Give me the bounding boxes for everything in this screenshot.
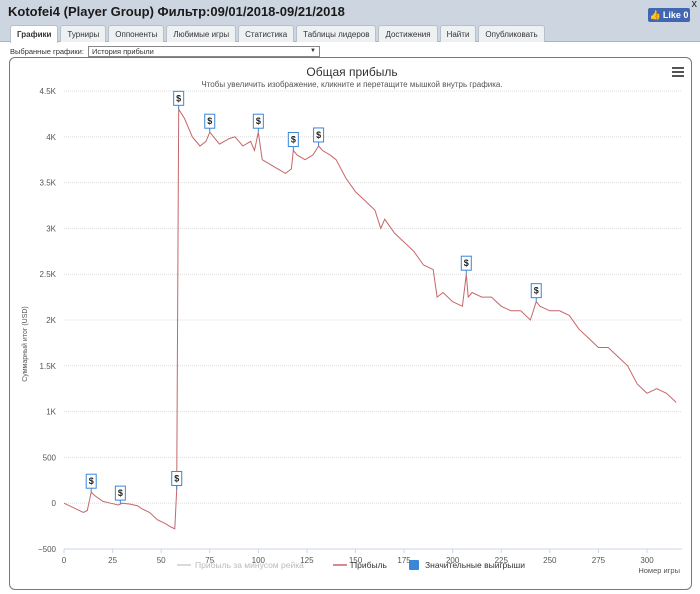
grid-lines (64, 90, 682, 550)
x-tick-label: 225 (495, 556, 509, 565)
y-axis-ticks: −500 0 500 1K 1.5K 2K 2.5K 3K 3.5K 4K 4.5K (38, 87, 57, 554)
y-tick-label: 1K (46, 408, 56, 417)
chart-frame: Общая прибыль Чтобы увеличить изображени… (9, 57, 692, 590)
big-win-marker[interactable]: $ (252, 113, 264, 133)
x-tick-label: 300 (640, 556, 654, 565)
y-tick-label: 2K (46, 316, 56, 325)
big-win-marker[interactable]: $ (171, 470, 183, 490)
y-axis-label: Суммарный итог (USD) (21, 306, 29, 382)
big-win-label: $ (176, 93, 181, 103)
legend-label: Прибыль за минусом рейка (195, 560, 304, 570)
big-win-box (530, 283, 542, 299)
series-lines (63, 107, 677, 530)
big-win-label: $ (534, 286, 539, 296)
profit-line (63, 107, 677, 530)
legend-box-swatch (409, 560, 419, 570)
x-tick-label: 125 (300, 556, 314, 565)
tab-2[interactable]: Турниры (60, 25, 107, 42)
big-win-marker[interactable]: $ (530, 283, 542, 302)
profit-chart[interactable]: Общая прибыль Чтобы увеличить изображени… (10, 58, 693, 591)
tab-3[interactable]: Оппоненты (108, 25, 165, 42)
legend-item[interactable]: Значительные выигрыши (409, 560, 525, 570)
big-win-markers: $ $ $ $ $ $ $ $ $ $ (85, 90, 542, 505)
x-tick-label: 50 (157, 556, 166, 565)
big-win-label: $ (464, 258, 469, 268)
close-icon[interactable]: x (691, 0, 698, 10)
chart-title: Общая прибыль (306, 65, 397, 79)
big-win-box (204, 113, 216, 129)
x-tick-label: 75 (205, 556, 214, 565)
big-win-box (287, 132, 299, 148)
big-win-box (171, 470, 183, 486)
tab-1[interactable]: Графики (10, 25, 59, 43)
big-win-marker[interactable]: $ (204, 113, 216, 133)
tab-list: Графики Турниры Оппоненты Любимые игры Стати… (10, 25, 545, 43)
big-win-label: $ (316, 130, 321, 140)
y-tick-label: 3.5K (40, 179, 57, 188)
legend-item[interactable]: Прибыль (333, 560, 388, 570)
y-tick-label: 4.5K (40, 87, 57, 96)
x-tick-label: 25 (108, 556, 117, 565)
x-tick-label: 250 (543, 556, 557, 565)
x-axis-label: Номер игры (638, 566, 680, 575)
tab-4[interactable]: Любимые игры (166, 25, 237, 42)
chart-subtitle: Чтобы увеличить изображение, кликните и … (201, 80, 502, 89)
y-tick-label: 500 (43, 453, 57, 462)
x-tick-label: 175 (397, 556, 411, 565)
big-win-marker[interactable]: $ (114, 485, 126, 505)
big-win-label: $ (89, 476, 94, 486)
y-tick-label: 2.5K (40, 270, 57, 279)
y-tick-label: 3K (46, 224, 56, 233)
dropdown-arrow-icon: ▼ (310, 48, 316, 54)
big-win-label: $ (256, 116, 261, 126)
chart-selector-value: История прибыли (91, 47, 154, 56)
window-title: Kotofei4 (Player Group) Фильтр:09/01/201… (8, 4, 345, 19)
y-tick-label: 0 (52, 499, 57, 508)
y-tick-label: 1.5K (40, 362, 57, 371)
thumbs-up-icon: 👍 (649, 9, 661, 20)
legend-item[interactable]: Прибыль за минусом рейка (177, 560, 304, 570)
big-win-marker[interactable]: $ (85, 473, 97, 493)
big-win-box (313, 127, 325, 143)
y-tick-label: 4K (46, 133, 56, 142)
legend-label: Прибыль (351, 560, 388, 570)
big-win-label: $ (291, 135, 296, 145)
x-tick-label: 200 (446, 556, 460, 565)
tab-8[interactable]: Найти (439, 25, 477, 42)
x-tick-label: 0 (62, 556, 67, 565)
big-win-marker[interactable]: $ (287, 132, 299, 151)
y-tick-label: −500 (38, 545, 57, 554)
big-win-marker[interactable]: $ (460, 255, 472, 275)
x-tick-label: 100 (252, 556, 266, 565)
big-win-marker[interactable]: $ (173, 90, 185, 110)
x-tick-label: 275 (592, 556, 606, 565)
big-win-box (114, 485, 126, 501)
big-win-box (252, 113, 264, 129)
tab-5[interactable]: Статистика (238, 25, 295, 42)
chart-selector-row: Выбранные графики: История прибыли ▼ (10, 46, 320, 57)
big-win-box (85, 473, 97, 489)
big-win-label: $ (118, 488, 123, 498)
tab-6[interactable]: Таблицы лидеров (296, 25, 377, 42)
tabs-bar: Графики Турниры Оппоненты Любимые игры Стати… (0, 22, 700, 43)
big-win-box (460, 255, 472, 271)
tab-9[interactable]: Опубликовать (478, 25, 545, 42)
like-button-label: Like 0 (662, 10, 689, 20)
big-win-label: $ (174, 473, 179, 483)
chart-menu-icon[interactable] (672, 67, 684, 77)
chart-selector-dropdown[interactable]: История прибыли ▼ (87, 46, 320, 57)
big-win-box (173, 90, 185, 106)
big-win-label: $ (207, 116, 212, 126)
chart-selector-label: Выбранные графики: (10, 47, 84, 56)
facebook-like-button[interactable]: 👍 Like 0 (648, 8, 690, 22)
legend-label: Значительные выигрыши (425, 560, 525, 570)
x-axis-ticks: 0 25 50 75 100 125 150 175 200 225 250 275 300 (62, 548, 682, 565)
chart-legend: Прибыль за минусом рейка Прибыль Значитель… (177, 560, 525, 570)
x-tick-label: 150 (349, 556, 363, 565)
tab-7[interactable]: Достижения (378, 25, 438, 42)
title-bar: Kotofei4 (Player Group) Фильтр:09/01/201… (0, 0, 700, 22)
big-win-marker[interactable]: $ (313, 127, 325, 146)
